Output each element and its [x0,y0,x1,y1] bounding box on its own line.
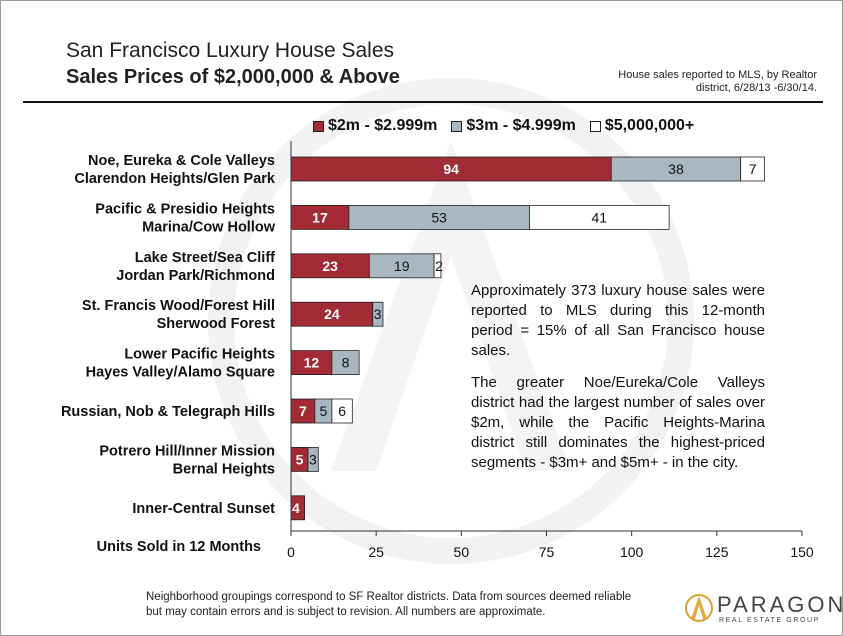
chart-subtitle: Sales Prices of $2,000,000 & Above [66,66,400,88]
data-label: 12 [304,355,320,371]
category-label: Inner-Central Sunset [132,501,275,517]
legend-item-3: $5,000,000+ [589,117,695,135]
annotation-paragraph-1: Approximately 373 luxury house sales wer… [471,282,765,359]
source-note: House sales reported to MLS, by Realtor … [618,69,817,94]
data-label: 41 [592,209,608,225]
bar-segment [529,204,670,230]
legend-swatch [313,120,324,132]
legend-label: $5,000,000+ [604,117,695,134]
bar-segment [740,156,765,182]
data-label: 5 [296,451,304,467]
category-label: Lower Pacific Heights Hayes Valley/Alamo … [86,347,275,381]
paragon-logo: PARAGON REAL ESTATE GROUP [685,591,842,627]
data-label: 3 [374,306,382,322]
data-label: 4 [292,500,300,516]
x-tick-label: 50 [454,544,470,560]
x-axis-label: Units Sold in 12 Months [97,539,261,555]
data-label: 53 [431,209,447,225]
annotation-paragraph-2: The greater Noe/Eureka/Cole Valleys dist… [471,374,765,471]
bar-segment [331,350,360,376]
x-tick-label: 150 [790,544,814,560]
annotation-text: Approximately 373 luxury house sales wer… [471,281,765,485]
data-label: 17 [312,209,328,225]
data-label: 8 [342,355,350,371]
bar-segment [290,156,612,182]
category-label: Noe, Eureka & Cole Valleys Clarendon Heig… [74,153,276,187]
bar-segment [433,253,442,279]
data-label: 94 [443,161,459,177]
data-label: 7 [749,161,757,177]
bar-segment [290,350,333,376]
bar-segment [290,301,374,327]
category-label: St. Francis Wood/Forest Hill Sherwood For… [82,298,275,332]
data-label: 6 [338,403,346,419]
data-label: 23 [322,258,338,274]
data-label: 38 [668,161,684,177]
bar-segment [307,446,319,472]
footer-disclaimer: Neighborhood groupings correspond to SF … [146,591,632,618]
data-label: 24 [324,306,340,322]
legend-swatch [451,120,463,132]
data-label: 7 [299,403,307,419]
chart-legend: $2m - $2.999m $3m - $4.999m $5,000,000+ [313,116,708,136]
legend-item-2: $3m - $4.999m [451,117,576,135]
bar-segment [331,398,353,424]
logo-tagline: REAL ESTATE GROUP [719,617,820,624]
bar-segment [610,156,742,182]
bar-segment [290,253,370,279]
data-label: 3 [309,451,317,467]
legend-swatch [589,120,601,132]
data-label: 2 [435,258,443,274]
watermark-logo [208,78,694,564]
x-tick-label: 0 [287,544,295,560]
header-rule [23,101,823,103]
legend-label: $3m - $4.999m [466,117,576,134]
data-label: 5 [319,403,327,419]
x-tick-label: 100 [620,544,644,560]
category-label: Potrero Hill/Inner Mission Bernal Heights [99,443,275,477]
x-tick-label: 25 [368,544,384,560]
category-label: Russian, Nob & Telegraph Hills [61,404,275,420]
paragon-logo-icon [685,594,713,622]
logo-wordmark: PARAGON [717,592,843,617]
x-tick-label: 75 [539,544,555,560]
bar-segment [290,204,350,230]
category-label: Pacific & Presidio Heights Marina/Cow Hol… [95,201,275,235]
bar-segment [368,253,435,279]
category-label: Lake Street/Sea Cliff Jordan Park/Richmon… [116,250,275,284]
data-label: 19 [394,258,410,274]
bar-segment [372,301,384,327]
chart-title: San Francisco Luxury House Sales [66,39,394,62]
legend-label: $2m - $2.999m [328,117,438,134]
legend-item-1: $2m - $2.999m [313,117,437,135]
x-tick-label: 125 [705,544,729,560]
